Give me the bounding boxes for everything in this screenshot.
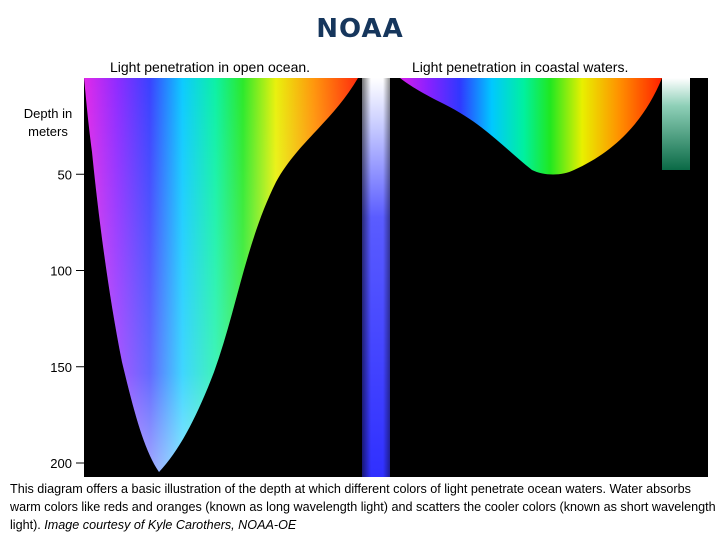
open-ocean-depth-fade xyxy=(84,78,358,472)
depth-tick-label-200: 200 xyxy=(50,456,72,471)
diagram-canvas: Depth in meters Light penetration in ope… xyxy=(24,59,708,477)
page-title: NOAA xyxy=(316,14,404,44)
depth-axis-label-line1: Depth in xyxy=(24,106,72,121)
coastal-title: Light penetration in coastal waters. xyxy=(412,59,628,75)
depth-axis-label-line2: meters xyxy=(28,124,68,139)
depth-tick-label-150: 150 xyxy=(50,360,72,375)
caption-credit: Image courtesy of Kyle Carothers, NOAA-O… xyxy=(44,518,297,532)
green-light-beam xyxy=(662,78,690,170)
open-ocean-title: Light penetration in open ocean. xyxy=(110,59,310,75)
caption-text: This diagram offers a basic illustration… xyxy=(10,482,716,532)
depth-ticks: 50 100 150 200 xyxy=(50,167,86,471)
depth-tick-label-100: 100 xyxy=(50,264,72,279)
light-penetration-diagram: Depth in meters Light penetration in ope… xyxy=(14,52,708,477)
blue-light-beam-shading xyxy=(362,78,390,477)
depth-tick-label-50: 50 xyxy=(58,167,72,182)
caption: This diagram offers a basic illustration… xyxy=(10,480,716,534)
coastal-spectrum xyxy=(400,78,662,175)
